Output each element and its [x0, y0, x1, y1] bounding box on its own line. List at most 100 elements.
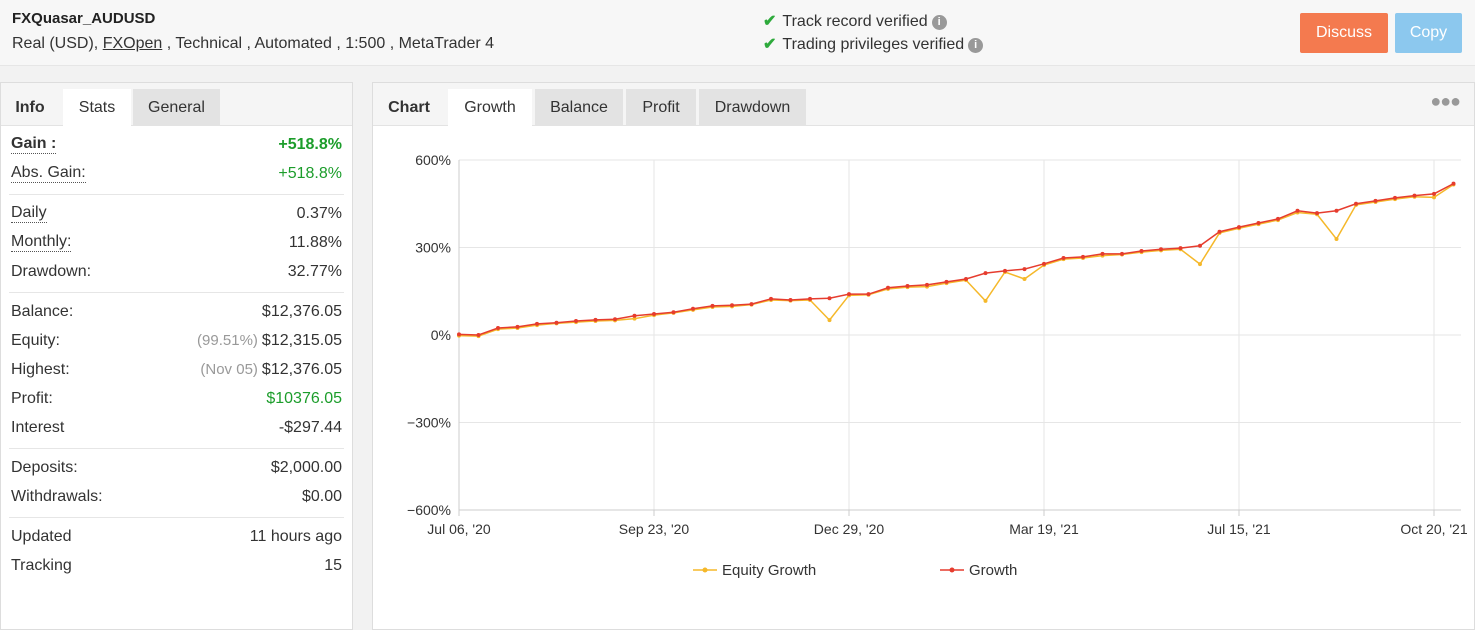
point — [1003, 268, 1007, 273]
stat-value-wrap: 15 — [324, 557, 342, 575]
x-tick-label: Jul 15, '21 — [1207, 521, 1271, 537]
stat-value: $2,000.00 — [270, 458, 342, 476]
y-tick-label: 600% — [415, 152, 451, 168]
stats-list: Gain : +518.8% Abs. Gain: +518.8% Daily 0.37%… — [1, 126, 352, 586]
point — [710, 303, 715, 308]
stat-row: Highest: (Nov 05) $12,376.05 — [11, 355, 344, 384]
chart-panel: Chart Growth Balance Profit Drawdown ●●●… — [372, 82, 1475, 630]
subtitle: Real (USD), FXOpen , Technical , Automat… — [12, 35, 494, 53]
point — [671, 310, 676, 315]
point — [1237, 225, 1241, 230]
point — [457, 332, 461, 337]
legend-dot — [949, 567, 955, 573]
discuss-button[interactable]: Discuss — [1300, 13, 1388, 53]
copy-button[interactable]: Copy — [1395, 13, 1462, 53]
point — [535, 321, 539, 326]
stats-group: Gain : +518.8% Abs. Gain: +518.8% — [9, 126, 344, 195]
y-tick-label: 300% — [415, 240, 451, 256]
point — [1432, 195, 1436, 200]
stat-label: Equity: — [11, 331, 60, 349]
point — [1178, 246, 1183, 251]
verification: ✔ Track record verified i — [763, 11, 947, 31]
stat-value: $12,376.05 — [261, 302, 342, 320]
stat-value-wrap: (99.51%) $12,315.05 — [197, 332, 342, 350]
stat-value: $12,376.05 — [261, 360, 342, 378]
stats-group: Updated 11 hours ago Tracking 15 — [9, 518, 344, 586]
verification-text: Track record verified — [782, 13, 928, 30]
stat-value-wrap: $0.00 — [302, 488, 342, 506]
stats-group: Daily 0.37% Monthly: 11.88% Drawdown: 32.77% — [9, 195, 344, 293]
stat-value: +518.8% — [278, 135, 342, 153]
stat-value-wrap: $2,000.00 — [271, 459, 342, 477]
y-tick-label: −600% — [407, 502, 451, 518]
point — [515, 324, 520, 329]
point — [866, 292, 871, 297]
verification: ✔ Trading privileges verified i — [763, 34, 984, 54]
stat-value: 15 — [324, 556, 342, 574]
stat-row: Abs. Gain: +518.8% — [11, 159, 344, 188]
tab[interactable]: Profit — [626, 89, 696, 126]
point — [1412, 193, 1417, 198]
stat-row: Updated 11 hours ago — [11, 522, 344, 551]
stat-value-wrap: $10376.05 — [266, 390, 342, 408]
stat-label: Daily — [11, 204, 47, 223]
point — [1373, 198, 1378, 203]
legend-label: Equity Growth — [722, 562, 816, 579]
stat-value-wrap: +518.8% — [278, 136, 342, 154]
stat-row: Daily 0.37% — [11, 199, 344, 228]
series-line — [458, 182, 1454, 336]
stat-label: Drawdown: — [11, 262, 92, 280]
point — [652, 312, 656, 316]
stat-value: $0.00 — [301, 487, 342, 505]
point — [574, 319, 578, 323]
point — [593, 317, 598, 322]
stat-row: Profit: $10376.05 — [11, 384, 344, 413]
point — [730, 303, 734, 308]
point — [1042, 261, 1046, 266]
point — [769, 296, 773, 301]
point — [827, 296, 832, 301]
point — [1315, 211, 1319, 216]
point — [983, 271, 988, 276]
tab[interactable]: Growth — [448, 89, 532, 126]
stat-value: -$297.44 — [278, 418, 342, 436]
stat-row: Interest -$297.44 — [11, 413, 344, 442]
stats-group: Deposits: $2,000.00 Withdrawals: $0.00 — [9, 449, 344, 518]
subtitle-start: Real (USD), — [12, 35, 103, 52]
point — [1081, 254, 1085, 259]
tab[interactable]: Info — [15, 99, 45, 116]
tab[interactable]: Stats — [63, 89, 131, 126]
broker-link[interactable]: FXOpen — [102, 35, 163, 52]
point — [1354, 201, 1358, 206]
point — [1139, 249, 1144, 253]
stat-value-wrap: (Nov 05) $12,376.05 — [200, 361, 342, 379]
verification-text: Trading privileges verified — [782, 36, 965, 53]
tab[interactable]: Balance — [535, 89, 623, 126]
tab[interactable]: Drawdown — [699, 89, 806, 126]
point — [925, 282, 929, 287]
system-title: FXQuasar_AUDUSD — [12, 10, 156, 27]
point — [613, 317, 617, 322]
menu-dots[interactable]: ●●● — [1430, 91, 1461, 111]
legend-label: Growth — [969, 562, 1017, 579]
subtitle-end: , Technical , Automated , 1:500 , MetaTr… — [162, 35, 495, 52]
stats-group: Balance: $12,376.05 Equity: (99.51%) $12,315… — [9, 293, 344, 449]
stat-label: Withdrawals: — [11, 487, 103, 505]
point — [964, 277, 968, 281]
y-tick-label: 0% — [431, 327, 451, 343]
point — [788, 298, 793, 302]
stat-value: 11.88% — [288, 233, 342, 251]
stat-row: Deposits: $2,000.00 — [11, 453, 344, 482]
point — [496, 326, 500, 330]
tab[interactable]: Chart — [388, 99, 430, 116]
header: FXQuasar_AUDUSD Real (USD), FXOpen , Tec… — [0, 0, 1475, 66]
stat-value-wrap: 11 hours ago — [250, 528, 342, 546]
point — [476, 333, 481, 337]
point — [1198, 262, 1202, 267]
tab[interactable]: General — [133, 89, 220, 126]
point — [1022, 277, 1027, 281]
stat-row: Tracking 15 — [11, 551, 344, 580]
point — [1451, 181, 1456, 186]
x-tick-label: Jul 06, '20 — [427, 521, 491, 537]
stat-row: Gain : +518.8% — [11, 130, 344, 159]
